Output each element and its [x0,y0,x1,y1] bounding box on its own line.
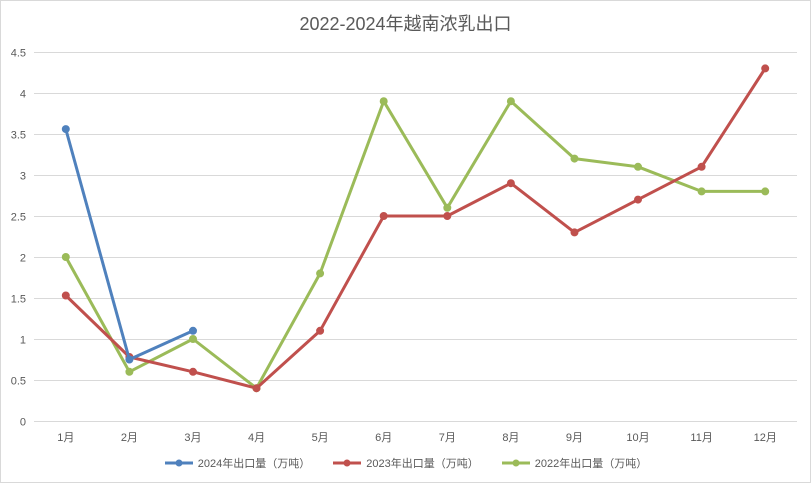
x-tick-label: 9月 [566,432,583,444]
data-point [61,291,70,300]
data-point [379,97,388,106]
data-point [61,125,70,134]
y-tick-label: 4 [20,89,26,101]
x-tick-label: 10月 [626,432,649,444]
data-point [697,162,706,171]
x-tick-label: 7月 [439,432,456,444]
y-tick-label: 3 [20,171,26,183]
x-tick-label: 11月 [690,432,712,444]
data-point [761,187,770,196]
data-point [697,187,706,196]
legend-item: 2024年出口量（万吨） [164,455,310,471]
data-point [61,253,70,261]
data-point [506,97,515,106]
x-tick-label: 8月 [502,432,519,444]
y-tick-label: 2.5 [11,212,26,224]
data-point [570,154,579,163]
y-tick-label: 0 [20,417,26,429]
legend-swatch [501,459,530,467]
data-point [316,269,325,278]
data-point [443,203,452,212]
x-tick-label: 1月 [57,432,74,444]
legend-swatch [333,459,362,467]
y-tick-label: 4.5 [11,48,26,60]
data-point [189,367,197,376]
data-point [252,384,261,393]
legend-swatch [164,459,193,467]
data-point [634,195,642,204]
y-tick-label: 2 [20,253,26,265]
x-tick-label: 3月 [184,432,201,444]
data-point [125,367,134,376]
data-point [379,212,388,220]
data-point [189,335,197,343]
x-tick-label: 2月 [121,432,138,444]
x-tick-label: 6月 [375,432,392,444]
data-point [570,228,579,237]
y-tick-label: 1 [20,335,26,347]
legend-label: 2023年出口量（万吨） [366,458,479,470]
y-tick-label: 3.5 [11,130,26,142]
chart-title: 2022-2024年越南浓乳出口 [299,14,512,34]
data-point [189,326,197,335]
data-point [634,162,642,171]
x-tick-label: 12月 [754,432,777,444]
x-tick-label: 4月 [248,432,265,444]
data-point [316,326,325,335]
y-tick-label: 1.5 [11,294,26,306]
series-line [64,127,195,361]
legend-label: 2024年出口量（万吨） [197,458,311,470]
legend: 2024年出口量（万吨） 2023年出口量（万吨） 2022年出口量（万吨） [1,455,810,471]
x-tick-label: 5月 [312,432,329,444]
series-line [64,66,767,390]
data-point [443,212,452,220]
series-line [64,99,767,390]
data-point [125,355,134,364]
legend-item: 2023年出口量（万吨） [332,455,479,471]
data-point [506,179,515,188]
data-point [761,64,770,73]
legend-item: 2022年出口量（万吨） [501,455,647,471]
y-tick-label: 0.5 [11,376,26,388]
legend-label: 2022年出口量（万吨） [534,458,648,470]
